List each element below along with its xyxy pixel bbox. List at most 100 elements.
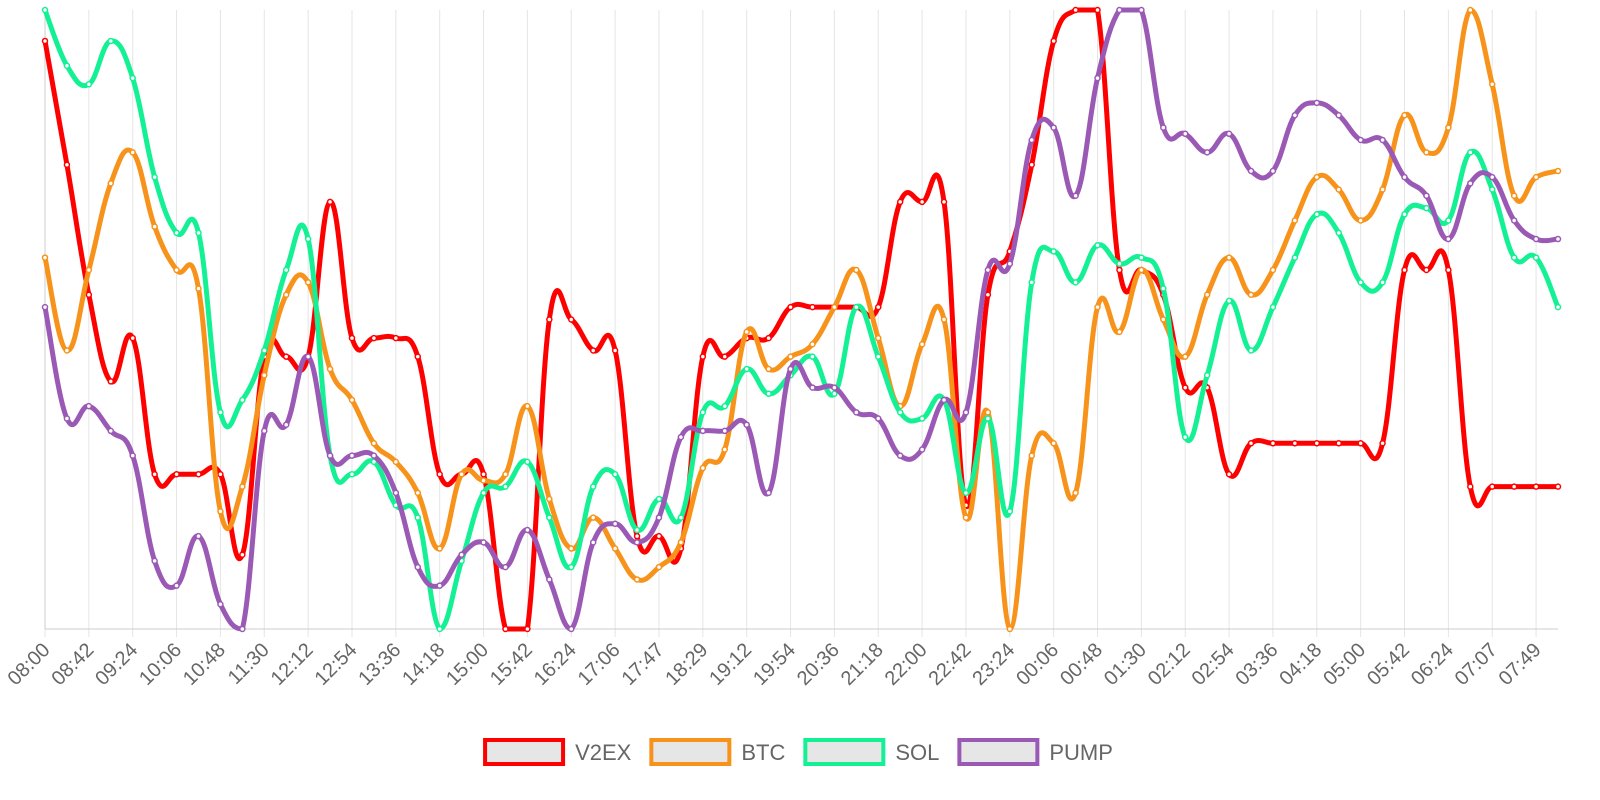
point	[1247, 347, 1255, 354]
point	[1532, 173, 1540, 181]
legend-label: PUMP	[1049, 740, 1113, 765]
x-tick-label: 02:54	[1188, 639, 1239, 690]
point	[63, 161, 71, 168]
x-tick-label: 22:42	[925, 639, 976, 690]
point	[392, 489, 400, 497]
point	[1225, 297, 1233, 305]
point	[743, 365, 750, 373]
point	[107, 378, 115, 385]
point	[1116, 6, 1123, 14]
point	[809, 353, 816, 360]
legend-item: V2EX	[483, 738, 632, 766]
point	[589, 347, 597, 354]
x-tick-label: 12:12	[267, 639, 318, 690]
point	[173, 266, 180, 274]
point	[655, 563, 663, 571]
point	[721, 427, 729, 435]
point	[940, 396, 948, 404]
point	[1203, 149, 1211, 156]
point	[787, 353, 794, 360]
point	[85, 402, 93, 410]
point	[1467, 483, 1474, 490]
point	[1181, 353, 1189, 360]
point	[129, 334, 136, 342]
point	[1181, 433, 1189, 441]
point	[1225, 471, 1233, 478]
point	[1423, 192, 1430, 199]
point	[1291, 217, 1299, 224]
point	[787, 365, 794, 373]
point	[1028, 452, 1035, 459]
x-tick-label: 08:00	[4, 639, 55, 690]
point	[1423, 204, 1430, 212]
point	[480, 489, 487, 497]
point	[765, 365, 772, 373]
point	[1006, 625, 1014, 633]
point	[896, 409, 904, 416]
point	[502, 483, 509, 490]
point	[348, 396, 356, 404]
point	[1116, 260, 1123, 268]
point	[1269, 167, 1277, 175]
point	[1138, 6, 1145, 14]
point	[261, 347, 268, 354]
point	[1379, 279, 1386, 286]
point	[1357, 136, 1364, 144]
point	[896, 452, 904, 459]
point	[809, 341, 816, 348]
x-tick-label: 12:54	[311, 639, 362, 690]
point	[480, 471, 487, 478]
point	[195, 532, 202, 540]
point	[1401, 211, 1408, 218]
point	[940, 316, 948, 323]
point	[831, 390, 838, 398]
point	[1488, 173, 1496, 181]
point	[414, 489, 422, 497]
point	[195, 229, 202, 237]
point	[282, 291, 290, 298]
x-tick-label: 19:12	[705, 639, 756, 690]
point	[348, 471, 356, 478]
point	[85, 81, 93, 88]
series	[41, 6, 1562, 633]
point	[414, 563, 422, 571]
point	[1006, 508, 1014, 515]
point	[1203, 291, 1211, 298]
point	[436, 545, 443, 552]
x-tick-label: 07:07	[1451, 639, 1502, 690]
point	[436, 471, 443, 478]
x-tick-label: 05:42	[1363, 639, 1414, 690]
point	[1247, 440, 1255, 447]
legend-item: BTC	[649, 738, 785, 766]
point	[1335, 111, 1342, 119]
point	[195, 285, 202, 292]
point	[458, 471, 465, 478]
point	[699, 464, 707, 472]
point	[787, 303, 794, 311]
point	[239, 396, 246, 404]
point	[1160, 124, 1167, 131]
point	[129, 149, 136, 156]
point	[1335, 440, 1342, 447]
point	[436, 625, 443, 633]
point	[743, 328, 750, 336]
x-tick-label: 17:47	[618, 639, 669, 690]
point	[1488, 186, 1496, 193]
point	[1050, 124, 1057, 131]
point	[1072, 489, 1079, 497]
point	[151, 173, 158, 181]
point	[63, 347, 71, 354]
point	[655, 495, 663, 503]
point	[370, 452, 378, 459]
point	[633, 539, 641, 546]
point	[831, 303, 838, 311]
point	[765, 390, 772, 398]
x-tick-label: 16:24	[530, 639, 581, 690]
point	[1532, 254, 1540, 261]
point	[1291, 254, 1299, 261]
point	[809, 384, 816, 391]
point	[1247, 291, 1255, 298]
point	[853, 303, 860, 311]
point	[918, 415, 926, 422]
point	[1072, 279, 1079, 286]
